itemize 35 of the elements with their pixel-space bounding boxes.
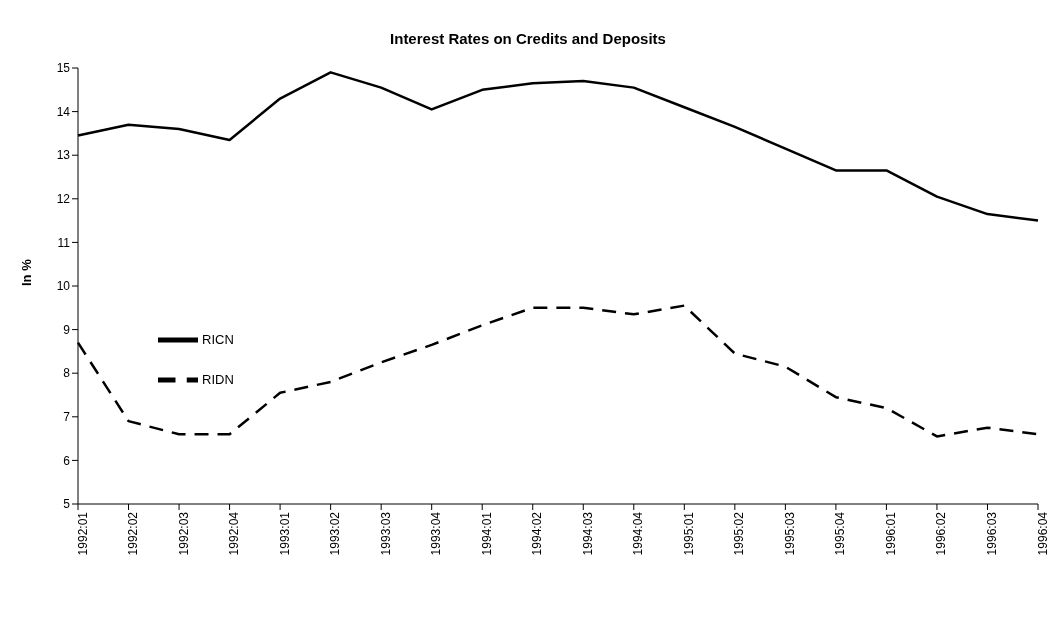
legend-label: RICN [202, 332, 234, 348]
legend-label: RIDN [202, 372, 234, 388]
x-tick-label: 1992:04 [227, 511, 242, 556]
x-tick-label: 1994:02 [530, 511, 545, 556]
x-tick-label: 1992:01 [75, 511, 90, 556]
y-tick-label: 10 [56, 279, 71, 294]
x-tick-label: 1995:04 [833, 511, 848, 556]
y-tick-label: 6 [63, 453, 71, 468]
x-tick-label: 1994:01 [479, 511, 494, 556]
x-tick-label: 1993:04 [429, 511, 444, 556]
x-tick-label: 1995:02 [732, 511, 747, 556]
x-tick-label: 1992:02 [126, 511, 141, 556]
x-tick-label: 1996:04 [1035, 511, 1050, 556]
chart-title: Interest Rates on Credits and Deposits [389, 29, 667, 49]
x-tick-label: 1995:01 [681, 511, 696, 556]
y-tick-label: 14 [56, 104, 71, 119]
x-tick-label: 1994:03 [580, 511, 595, 556]
y-tick-label: 9 [63, 322, 71, 337]
y-tick-label: 7 [63, 410, 71, 425]
x-tick-label: 1993:01 [277, 511, 292, 556]
x-tick-label: 1996:01 [883, 511, 898, 556]
x-tick-label: 1994:04 [631, 511, 646, 556]
x-tick-label: 1993:02 [328, 511, 343, 556]
x-tick-label: 1993:03 [378, 511, 393, 556]
y-tick-label: 11 [57, 235, 71, 250]
x-tick-label: 1992:03 [176, 511, 191, 556]
y-tick-label: 13 [56, 148, 71, 163]
x-tick-label: 1995:03 [782, 511, 797, 556]
x-tick-label: 1996:02 [934, 511, 949, 556]
y-tick-label: 8 [63, 366, 71, 381]
y-tick-label: 12 [56, 192, 71, 207]
y-tick-label: 5 [63, 497, 71, 512]
x-tick-label: 1996:03 [984, 511, 999, 556]
y-axis-title: In % [18, 258, 34, 286]
y-tick-label: 15 [56, 61, 71, 76]
